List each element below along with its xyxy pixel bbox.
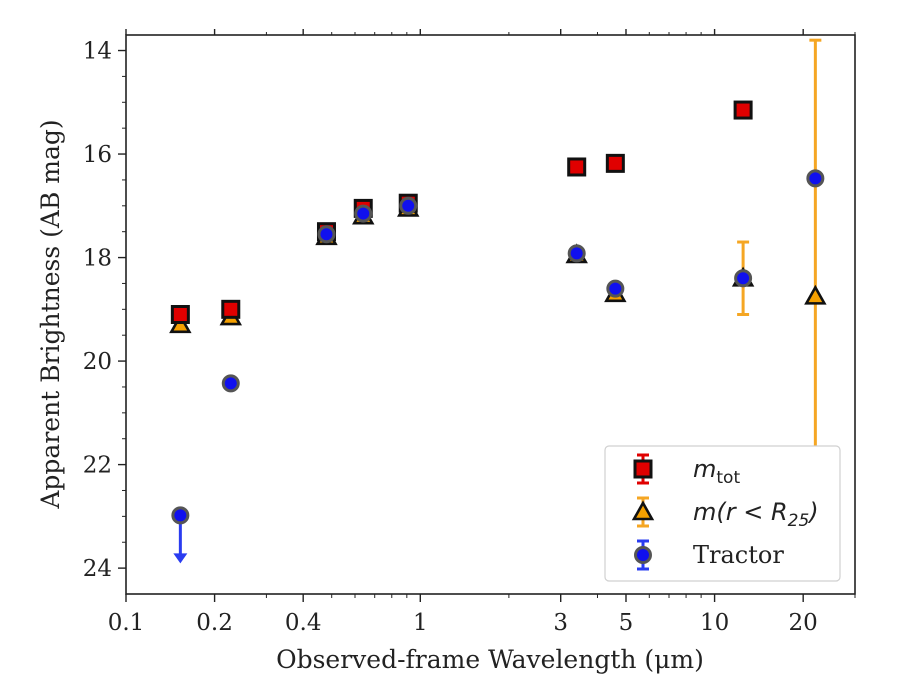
- upper-limit-arrowhead: [173, 553, 188, 564]
- legend-label-tail: ): [807, 498, 818, 526]
- data-point: [354, 204, 373, 223]
- y-tick-label: 16: [83, 142, 112, 168]
- legend-marker: [631, 500, 655, 521]
- legend-label-main: m: [693, 455, 716, 483]
- y-tick-label: 14: [83, 39, 112, 65]
- legend-label-main: Tractor: [693, 541, 784, 569]
- y-tick-label: 20: [83, 349, 112, 375]
- data-point: [733, 100, 753, 120]
- legend-entry-1: m(r < R25): [631, 496, 819, 531]
- legend-label: m(r < R25): [693, 498, 819, 531]
- legend-box: [604, 445, 841, 582]
- data-point: [605, 153, 625, 173]
- legend-marker: [634, 546, 652, 564]
- data-point: [567, 244, 586, 263]
- legend-label: Tractor: [693, 541, 784, 569]
- data-point: [734, 269, 753, 288]
- legend-label: mtot: [693, 455, 740, 488]
- x-tick-label: 5: [619, 610, 634, 636]
- data-point: [606, 279, 625, 298]
- y-axis-label: Apparent Brightness (AB mag): [36, 119, 65, 509]
- x-tick-label: 0.2: [196, 610, 233, 636]
- legend-label-sub: tot: [716, 468, 740, 488]
- legend-entry-0: mtot: [633, 453, 740, 488]
- legend-marker: [633, 459, 653, 479]
- data-point: [567, 157, 587, 177]
- data-point: [399, 196, 418, 215]
- legend-label-sub: 25: [788, 511, 810, 531]
- data-point: [804, 284, 827, 305]
- data-point: [317, 225, 336, 244]
- data-point: [806, 169, 825, 188]
- y-tick-label: 18: [83, 246, 112, 272]
- series-0: [170, 100, 753, 324]
- x-axis: 0.1 0.2 0.4 1 3 5 10 20: [108, 29, 856, 636]
- data-point: [170, 305, 190, 324]
- data-point: [171, 506, 190, 525]
- x-tick-label: 10: [700, 610, 729, 636]
- data-point: [221, 299, 241, 319]
- legend: mtot m(r < R25) Tractor: [604, 445, 841, 582]
- data-point: [221, 374, 240, 393]
- x-tick-label: 0.4: [285, 610, 322, 636]
- y-tick-label: 22: [83, 453, 112, 479]
- x-tick-label: 3: [553, 610, 568, 636]
- legend-entry-2: Tractor: [634, 539, 784, 571]
- y-tick-label: 24: [83, 556, 112, 582]
- x-tick-label: 0.1: [108, 610, 145, 636]
- x-axis-label: Observed-frame Wavelength (μm): [276, 645, 704, 674]
- x-tick-label: 1: [413, 610, 428, 636]
- y-axis: 14 16 18 20 22 24: [83, 39, 126, 582]
- legend-label-main: m(r < R: [693, 498, 788, 526]
- plot-area: [125, 34, 856, 595]
- series-2: [171, 169, 825, 564]
- x-tick-label: 20: [789, 610, 818, 636]
- plot-frame: [125, 34, 856, 595]
